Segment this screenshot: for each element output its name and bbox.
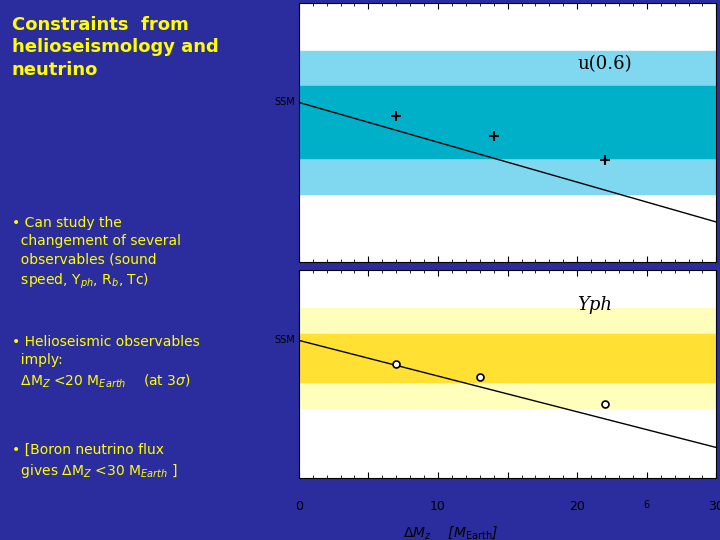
Text: SSM: SSM (274, 335, 295, 346)
Text: • Helioseismic observables
  imply:
  $\Delta$M$_Z$ <20 M$_{Earth}$    (at 3$\si: • Helioseismic observables imply: $\Delt… (12, 335, 199, 390)
Text: Yph: Yph (577, 296, 612, 314)
Text: 30: 30 (708, 500, 720, 512)
Bar (299, 51, 716, 194)
Text: 0: 0 (294, 500, 303, 512)
Text: • Can study the
  changement of several
  observables (sound
  speed, Y$_{ph}$, : • Can study the changement of several ob… (12, 216, 181, 291)
Bar (299, 334, 716, 382)
Text: Constraints  from
helioseismology and
neutrino: Constraints from helioseismology and neu… (12, 16, 218, 79)
Text: u(0.6): u(0.6) (577, 56, 632, 73)
Text: SSM: SSM (274, 97, 295, 107)
Text: 20: 20 (570, 500, 585, 512)
Text: • [Boron neutrino flux
  gives $\Delta$M$_Z$ <30 M$_{Earth}$ ]: • [Boron neutrino flux gives $\Delta$M$_… (12, 443, 178, 480)
Text: $\Delta$M$_z$    [M$_\mathrm{Earth}$]: $\Delta$M$_z$ [M$_\mathrm{Earth}$] (403, 524, 499, 540)
Text: 6: 6 (644, 500, 650, 510)
Bar (299, 86, 716, 158)
Text: 10: 10 (430, 500, 446, 512)
Bar (299, 308, 716, 408)
